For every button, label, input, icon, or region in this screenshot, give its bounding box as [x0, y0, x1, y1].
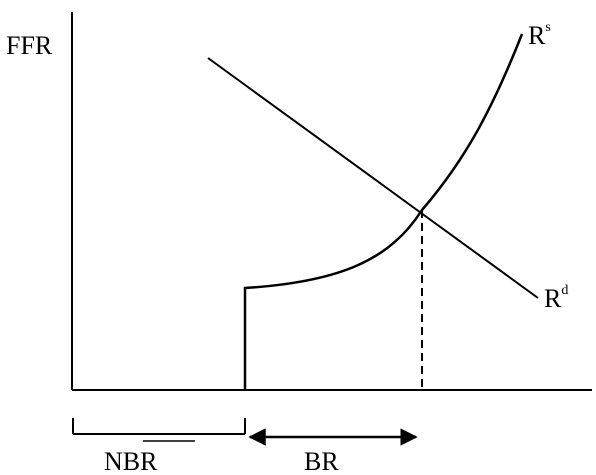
supply-curve-label: Rs — [528, 20, 551, 50]
supply-curve — [243, 33, 524, 390]
demand-curve-label: Rd — [544, 283, 568, 313]
nbr-bracket — [72, 418, 246, 435]
nbr-label: NBR — [104, 447, 158, 475]
br-label: BR — [304, 447, 339, 475]
demand-curve — [207, 57, 539, 299]
y-axis-label: FFR — [6, 31, 53, 60]
